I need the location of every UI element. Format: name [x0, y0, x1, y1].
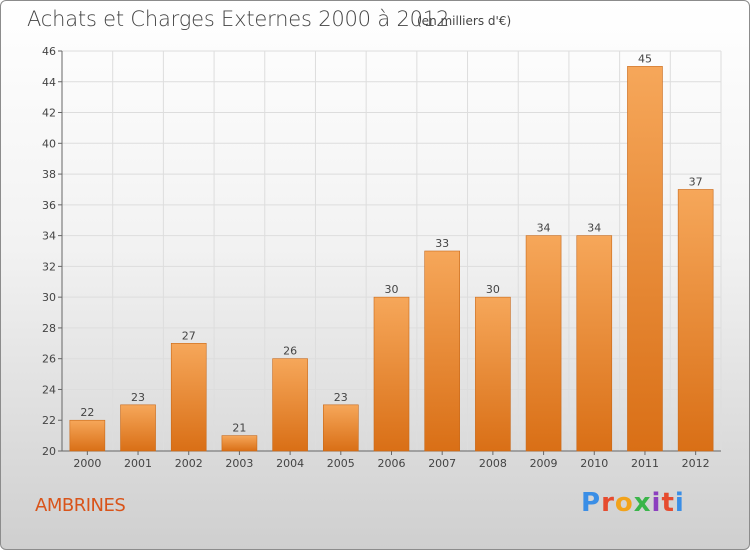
bar [677, 189, 714, 452]
chart-subtitle: (en milliers d'€) [417, 14, 512, 28]
x-tick-label: 2009 [530, 457, 558, 470]
data-label: 37 [689, 175, 703, 188]
y-tick-label: 22 [42, 414, 56, 427]
bar [475, 296, 511, 452]
proxiti-logo: Proxiti [581, 488, 685, 518]
commune-name: AMBRINES [35, 495, 126, 516]
bar [627, 66, 663, 452]
data-label: 30 [486, 283, 500, 296]
data-label: 30 [385, 283, 399, 296]
bars [69, 66, 714, 452]
data-labels: 22 23 27 21 26 23 30 33 30 34 34 45 37 [80, 52, 702, 434]
data-label: 22 [80, 406, 94, 419]
data-label: 23 [334, 391, 348, 404]
x-tick-label: 2003 [225, 457, 253, 470]
data-label: 26 [283, 345, 297, 358]
logo-letter: x [633, 488, 652, 518]
x-tick-label: 2012 [682, 457, 710, 470]
bar [525, 235, 562, 452]
x-tick-label: 2004 [276, 457, 304, 470]
logo-letter: P [581, 488, 602, 518]
bar [69, 419, 106, 452]
logo-letter: t [661, 488, 675, 518]
y-tick-label: 32 [42, 260, 56, 273]
logo-letter: i [651, 488, 662, 518]
bar [373, 296, 410, 452]
y-tick-label: 36 [42, 199, 56, 212]
bar [576, 235, 613, 452]
chart-title: Achats et Charges Externes 2000 à 2012 [27, 7, 450, 31]
x-tick-label: 2006 [378, 457, 406, 470]
y-tick-label: 24 [42, 383, 56, 396]
bar [424, 250, 460, 452]
x-tick-label: 2008 [479, 457, 507, 470]
y-tick-label: 46 [42, 45, 56, 58]
y-tick-label: 28 [42, 322, 56, 335]
bar [120, 404, 156, 452]
data-label: 45 [638, 52, 652, 65]
y-tick-label: 42 [42, 107, 56, 120]
y-tick-label: 26 [42, 353, 56, 366]
bar [221, 435, 258, 452]
x-tick-label: 2001 [124, 457, 152, 470]
y-tick-label: 34 [42, 230, 56, 243]
data-label: 34 [537, 222, 551, 235]
y-tick-label: 44 [42, 76, 56, 89]
x-tick-label: 2005 [327, 457, 355, 470]
data-label: 33 [435, 237, 449, 250]
logo-letter: r [601, 488, 615, 518]
logo-letter: o [614, 488, 634, 518]
y-tick-label: 30 [42, 291, 56, 304]
y-tick-label: 40 [42, 137, 56, 150]
bar [323, 404, 359, 452]
bar [170, 343, 207, 452]
data-label: 27 [182, 329, 196, 342]
bar [272, 358, 308, 452]
y-tick-label: 20 [42, 445, 56, 458]
logo-letter: i [674, 488, 685, 518]
x-tick-label: 2011 [631, 457, 659, 470]
x-tick-label: 2010 [580, 457, 608, 470]
y-tick-label: 38 [42, 168, 56, 181]
data-label: 21 [232, 422, 246, 435]
x-tick-label: 2002 [175, 457, 203, 470]
data-label: 34 [587, 222, 601, 235]
x-tick-label: 2000 [73, 457, 101, 470]
data-label: 23 [131, 391, 145, 404]
x-tick-label: 2007 [428, 457, 456, 470]
